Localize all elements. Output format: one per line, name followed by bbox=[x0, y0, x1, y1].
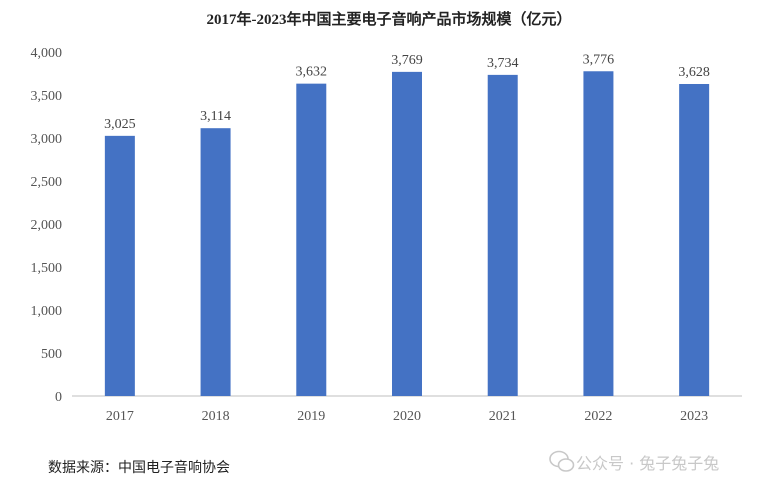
y-tick-label: 2,500 bbox=[31, 175, 63, 190]
bars: 3,025 3,114 3,632 3,769 3,734 3,776 3,628 bbox=[104, 52, 710, 397]
data-label: 3,025 bbox=[104, 117, 136, 132]
x-tick-label: 2022 bbox=[584, 409, 612, 424]
bar-2017 bbox=[104, 135, 135, 396]
y-axis-ticks: 0 500 1,000 1,500 2,000 2,500 3,000 3,500 4,000 bbox=[31, 46, 63, 405]
source-note: 数据来源：中国电子音响协会 bbox=[48, 460, 230, 476]
y-tick-label: 2,000 bbox=[31, 218, 63, 233]
watermark-text: 公众号 · 兔子兔子兔 bbox=[576, 454, 720, 473]
bar-2020 bbox=[392, 71, 422, 396]
bar-2019 bbox=[296, 83, 327, 396]
data-label: 3,734 bbox=[487, 56, 519, 71]
wechat-icon bbox=[549, 450, 575, 472]
y-tick-label: 1,000 bbox=[31, 304, 63, 319]
bar-2018 bbox=[200, 128, 231, 397]
x-axis-ticks: 2017 2018 2019 2020 2021 2022 2023 bbox=[106, 409, 708, 424]
data-label: 3,114 bbox=[200, 109, 231, 124]
y-tick-label: 3,500 bbox=[31, 89, 63, 104]
chart-title: 2017年-2023年中国主要电子音响产品市场规模（亿元） bbox=[206, 12, 572, 28]
data-label: 3,632 bbox=[296, 65, 328, 80]
y-tick-label: 1,500 bbox=[31, 261, 63, 276]
y-tick-label: 4,000 bbox=[31, 46, 63, 61]
x-tick-label: 2019 bbox=[297, 409, 325, 424]
x-tick-label: 2023 bbox=[680, 409, 708, 424]
bar-2023 bbox=[679, 83, 710, 396]
y-tick-label: 500 bbox=[41, 347, 62, 362]
y-tick-label: 3,000 bbox=[31, 132, 63, 147]
x-tick-label: 2018 bbox=[202, 409, 230, 424]
data-label: 3,628 bbox=[678, 65, 710, 80]
x-tick-label: 2020 bbox=[393, 409, 421, 424]
x-tick-label: 2017 bbox=[106, 409, 134, 424]
x-tick-label: 2021 bbox=[489, 409, 517, 424]
bar-2021 bbox=[487, 74, 518, 396]
bar-2022 bbox=[583, 71, 614, 396]
watermark: 公众号 · 兔子兔子兔 bbox=[548, 440, 778, 486]
data-label: 3,769 bbox=[391, 53, 423, 68]
y-tick-label: 0 bbox=[55, 390, 62, 405]
data-label: 3,776 bbox=[583, 52, 615, 67]
